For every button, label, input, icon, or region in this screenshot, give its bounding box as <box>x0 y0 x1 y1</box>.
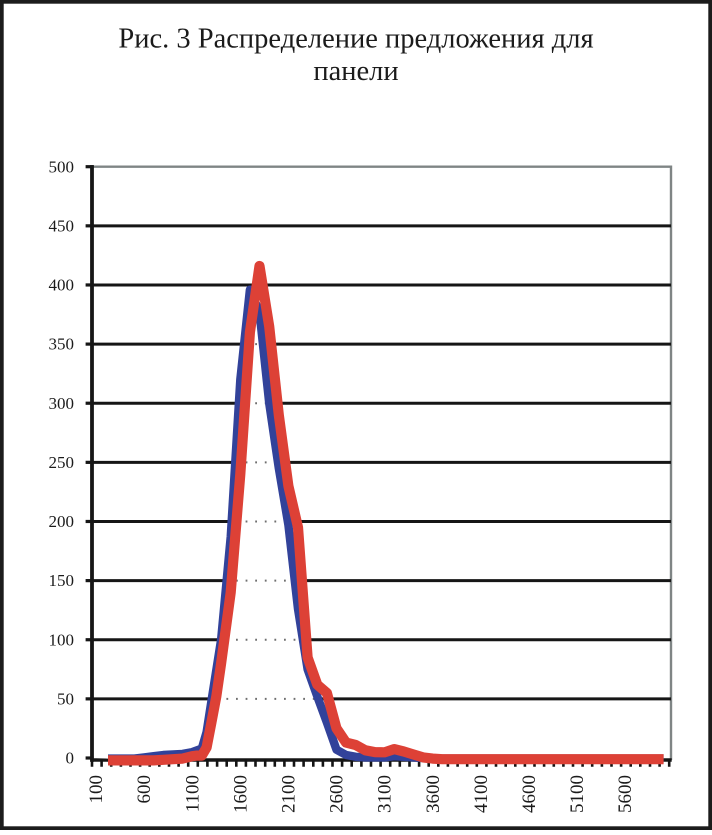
svg-text:4600: 4600 <box>519 775 540 813</box>
svg-text:0: 0 <box>66 749 75 768</box>
svg-text:100: 100 <box>49 630 75 649</box>
svg-text:50: 50 <box>57 690 74 709</box>
svg-text:панели: панели <box>313 56 398 87</box>
svg-text:300: 300 <box>49 394 75 413</box>
svg-text:1100: 1100 <box>182 775 203 812</box>
svg-text:5100: 5100 <box>567 775 588 813</box>
svg-text:Рис. 3 Распределение предложен: Рис. 3 Распределение предложения для <box>118 24 593 55</box>
svg-text:200: 200 <box>49 512 75 531</box>
svg-text:500: 500 <box>49 157 75 176</box>
svg-text:450: 450 <box>49 216 75 235</box>
svg-text:150: 150 <box>49 571 75 590</box>
svg-text:2600: 2600 <box>327 775 348 813</box>
svg-text:100: 100 <box>86 775 107 804</box>
svg-text:4100: 4100 <box>471 775 492 813</box>
svg-text:2100: 2100 <box>279 775 300 813</box>
svg-text:600: 600 <box>134 775 155 804</box>
svg-text:350: 350 <box>49 335 75 354</box>
svg-text:400: 400 <box>49 276 75 295</box>
svg-text:3600: 3600 <box>423 775 444 813</box>
svg-text:5600: 5600 <box>615 775 636 813</box>
svg-text:3100: 3100 <box>375 775 396 813</box>
svg-text:250: 250 <box>49 453 75 472</box>
svg-text:1600: 1600 <box>230 775 251 813</box>
